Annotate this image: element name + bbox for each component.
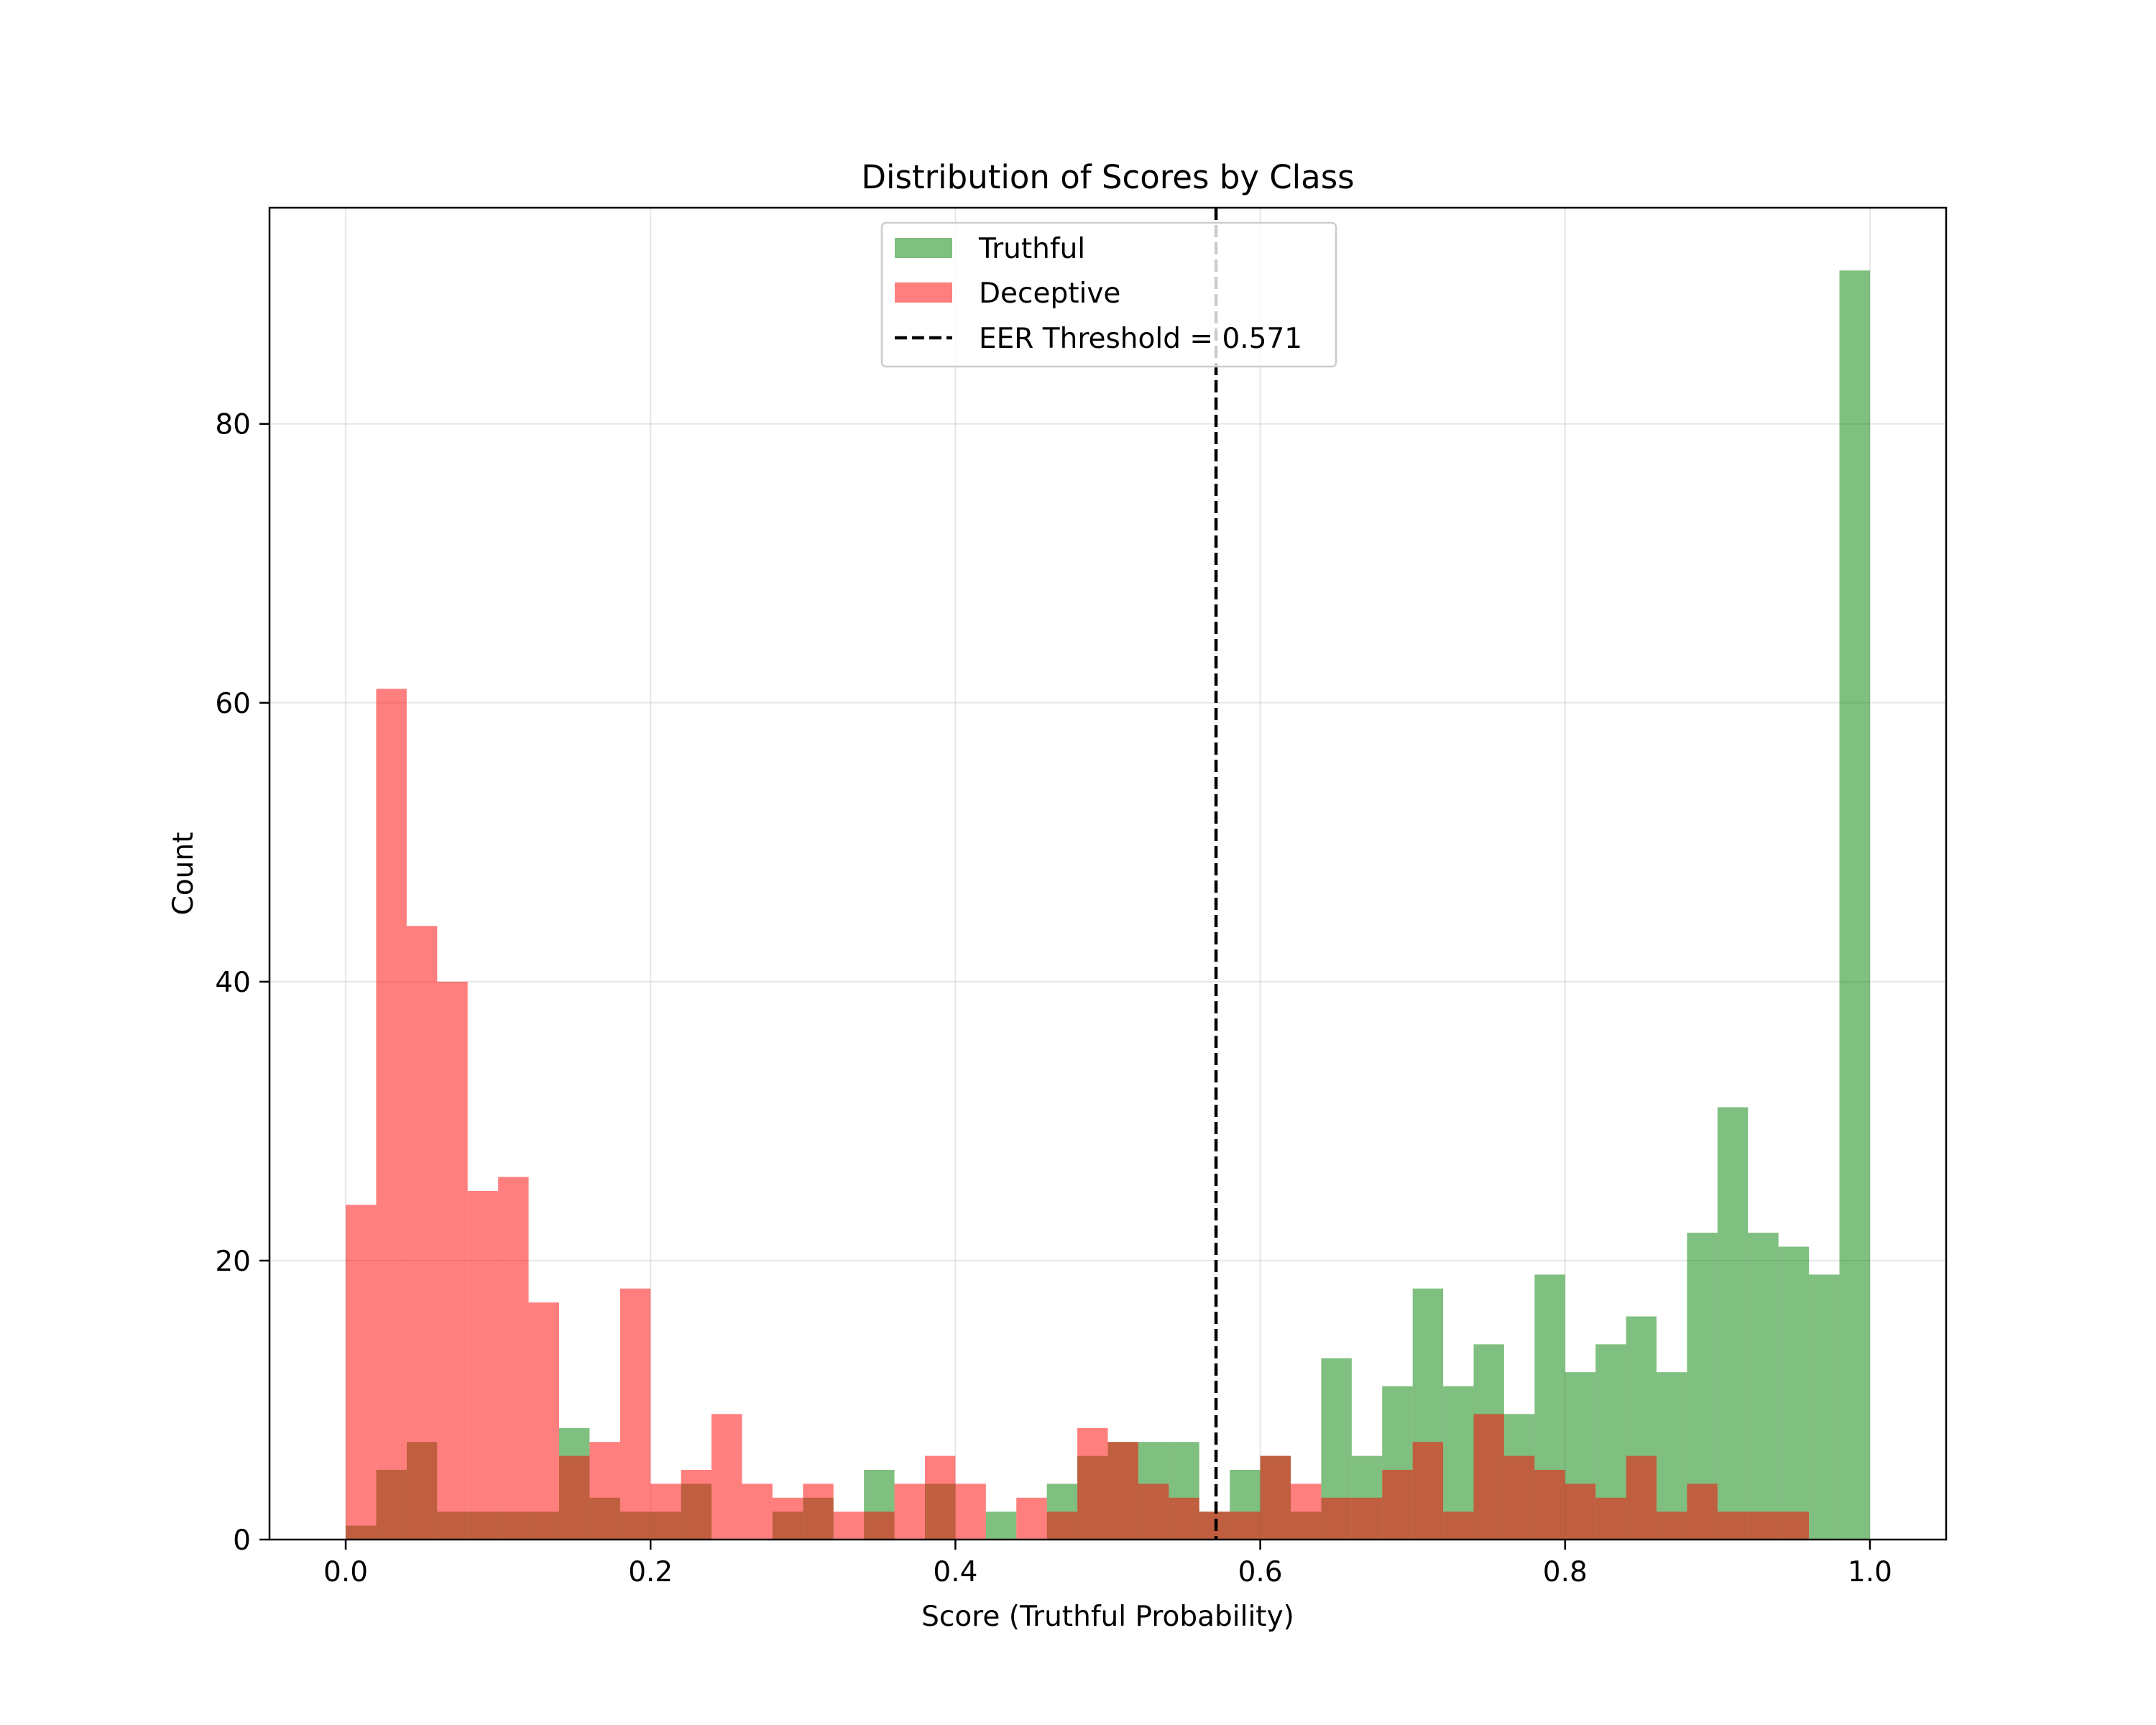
bar-truthful [1717,1107,1749,1540]
bar-deceptive [437,981,468,1540]
bar-truthful [1839,270,1870,1540]
x-tick-label: 0.0 [323,1556,368,1588]
y-axis-label: Count [167,832,200,916]
bar-deceptive [1321,1497,1352,1540]
bar-deceptive [1443,1512,1474,1540]
x-axis-label: Score (Truthful Probability) [921,1601,1294,1633]
y-tick-label: 40 [215,967,251,999]
ticks-layer: 0.0 0.2 0.4 0.6 0.8 1.0 0 20 40 60 80 [215,409,1892,1588]
x-tick-label: 0.4 [933,1556,977,1588]
bars-layer [346,270,1870,1540]
bar-deceptive [619,1288,651,1540]
bar-deceptive [467,1190,499,1540]
bar-deceptive [894,1484,925,1540]
x-tick-label: 0.8 [1543,1556,1588,1588]
bar-deceptive [1016,1497,1047,1540]
bar-deceptive [589,1442,620,1540]
y-tick-label: 80 [215,409,251,441]
bar-deceptive [1778,1512,1810,1540]
bar-truthful [985,1512,1017,1540]
legend-label-deceptive: Deceptive [979,277,1120,310]
bar-deceptive [772,1497,803,1540]
legend-box [880,221,1337,368]
bar-deceptive [1351,1497,1383,1540]
bar-deceptive [528,1302,559,1540]
bar-deceptive [1412,1442,1444,1540]
bar-deceptive [1626,1455,1657,1540]
bar-truthful [1809,1274,1840,1540]
y-tick-label: 20 [215,1246,251,1278]
bar-deceptive [1687,1484,1718,1540]
legend-swatch-truthful [895,238,952,258]
bar-deceptive [1138,1484,1169,1540]
bar-deceptive [833,1512,865,1540]
legend-label-truthful: Truthful [978,233,1085,265]
bar-deceptive [1473,1414,1504,1540]
bar-deceptive [1230,1512,1261,1540]
x-tick-label: 0.6 [1238,1556,1283,1588]
bar-deceptive [650,1484,681,1540]
y-tick-label: 0 [233,1524,251,1557]
legend: Truthful Deceptive EER Threshold = 0.571 [880,221,1337,368]
bar-deceptive [803,1484,834,1540]
bar-deceptive [1748,1512,1779,1540]
x-tick-label: 1.0 [1848,1556,1892,1588]
bar-deceptive [1565,1484,1596,1540]
bar-deceptive [558,1455,590,1540]
bar-deceptive [681,1469,712,1540]
bar-deceptive [955,1484,986,1540]
chart-title: Distribution of Scores by Class [861,158,1354,196]
bar-deceptive [346,1205,377,1540]
bar-deceptive [406,926,438,1540]
x-tick-label: 0.2 [628,1556,673,1588]
bar-deceptive [1046,1512,1078,1540]
bar-deceptive [1169,1497,1199,1540]
bar-deceptive [864,1512,895,1540]
bar-deceptive [924,1455,956,1540]
bar-deceptive [742,1484,773,1540]
bar-deceptive [1717,1512,1749,1540]
bar-deceptive [498,1177,529,1540]
legend-swatch-deceptive [895,282,952,303]
bar-deceptive [1534,1469,1565,1540]
bar-deceptive [1077,1427,1108,1540]
legend-label-threshold: EER Threshold = 0.571 [979,323,1302,355]
bar-truthful [1748,1233,1779,1540]
y-tick-label: 60 [215,688,251,720]
bar-deceptive [1260,1455,1291,1540]
axes-frame [268,206,1948,1541]
bar-truthful [1778,1246,1810,1540]
bar-deceptive [1291,1484,1322,1540]
bar-deceptive [1107,1442,1138,1540]
grid-layer [270,208,1946,1540]
bar-deceptive [1657,1512,1687,1540]
bar-deceptive [1503,1455,1535,1540]
bar-deceptive [711,1414,742,1540]
bar-deceptive [1382,1469,1413,1540]
bar-deceptive [376,689,407,1540]
bar-deceptive [1595,1497,1626,1540]
